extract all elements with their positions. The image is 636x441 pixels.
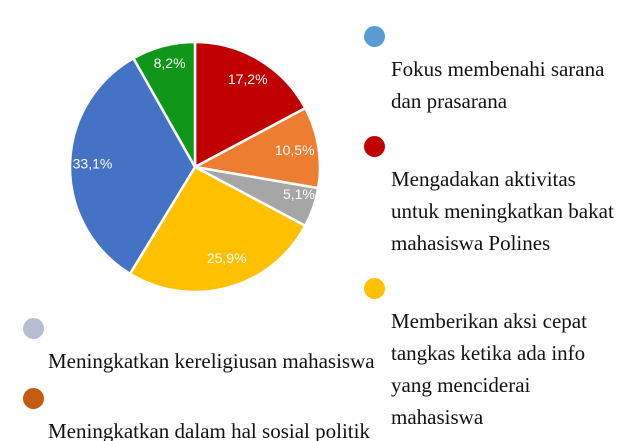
pie-slice-data-label: 5,1% [283, 186, 315, 202]
legend-item-sosial-politik: Meningkatkan dalam hal sosial politik [23, 383, 403, 441]
legend-item-fokus-membenahi: Fokus membenahi sarana dan prasarana [364, 21, 626, 117]
legend-item-mengadakan-aktivitas: Mengadakan aktivitas untuk meningkatkan … [364, 131, 626, 259]
pie-slice-data-label: 10,5% [275, 142, 315, 158]
legend-item-kereligiusan: Meningkatkan kereligiusan mahasiswa [23, 313, 403, 377]
legend-bullet-red-icon [364, 136, 385, 157]
pie-slice-3 [128, 165, 307, 294]
pie-slice-data-label: 25,9% [207, 250, 247, 266]
legend-bullet-blue-icon [364, 26, 385, 47]
pie-slice-data-label: 33,1% [73, 155, 113, 171]
legend-bullet-yellow-icon [364, 278, 385, 299]
legend-item-memberikan-aksi: Memberikan aksi cepat tangkas ketika ada… [364, 273, 626, 433]
pie-slice-data-label: 8,2% [154, 55, 186, 71]
legend-bullet-gray-icon [23, 318, 44, 339]
legend-label: Meningkatkan dalam hal sosial politik [48, 419, 370, 441]
legend-right: Fokus membenahi sarana dan prasarana Men… [364, 21, 626, 441]
pie-slice-5 [132, 40, 197, 169]
legend-label: Fokus membenahi sarana dan prasarana [391, 57, 605, 113]
pie-slice-1 [193, 106, 322, 190]
legend-label: Memberikan aksi cepat tangkas ketika ada… [391, 309, 587, 429]
legend-bullet-orange-icon [23, 388, 44, 409]
legend-label: Mengadakan aktivitas untuk meningkatkan … [391, 167, 614, 255]
legend-bottom-left: Meningkatkan kereligiusan mahasiswa Meni… [23, 313, 403, 441]
pie-slice-data-label: 17,2% [228, 71, 268, 87]
legend-label: Meningkatkan kereligiusan mahasiswa [48, 349, 375, 373]
pie-slice-0 [193, 40, 307, 169]
